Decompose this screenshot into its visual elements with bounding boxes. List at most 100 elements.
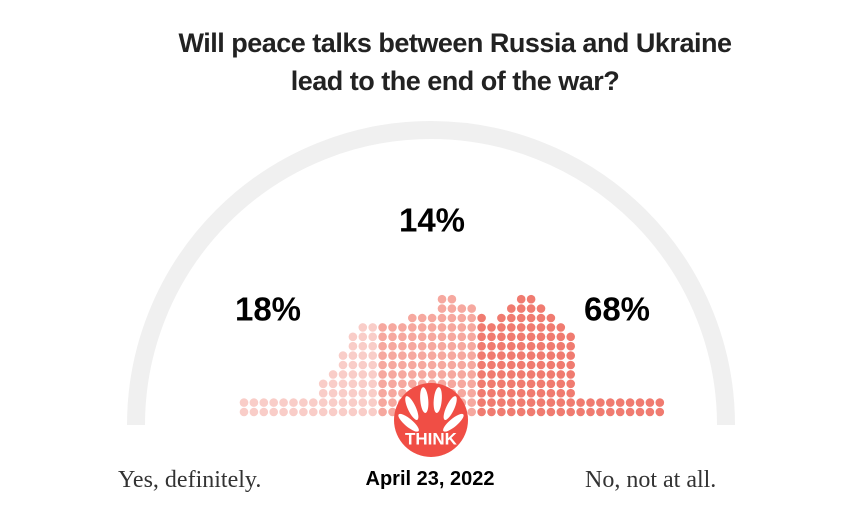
dot [378, 341, 387, 351]
dot [625, 398, 635, 407]
dot [269, 407, 279, 417]
dot [447, 370, 457, 379]
dot [556, 332, 566, 342]
dot [477, 407, 486, 417]
dot [497, 323, 506, 332]
dot [546, 398, 556, 407]
dot [467, 407, 477, 417]
dot [427, 341, 437, 351]
dot [497, 332, 506, 342]
dot [507, 388, 516, 398]
dot [348, 407, 358, 417]
dot [526, 388, 536, 398]
dot [378, 379, 387, 389]
dot [655, 407, 665, 417]
dot [358, 332, 368, 342]
dot [457, 304, 467, 313]
dot [556, 407, 566, 417]
dot [437, 370, 447, 379]
dot [408, 370, 417, 379]
right-label: No, not at all. [585, 467, 717, 493]
dot [566, 398, 575, 407]
dot [546, 388, 556, 398]
dot [546, 360, 556, 370]
dot [368, 332, 378, 342]
dot [507, 341, 516, 351]
dot [516, 313, 526, 323]
dot [507, 323, 516, 332]
dot [328, 370, 338, 379]
value-label: 68% [584, 291, 650, 328]
dot [259, 407, 269, 417]
dot [408, 323, 417, 332]
dot [358, 360, 368, 370]
dot [447, 332, 457, 342]
dot [398, 323, 407, 332]
dot [358, 351, 368, 360]
dot [477, 379, 486, 389]
dot [546, 332, 556, 342]
dot [437, 351, 447, 360]
dot [635, 407, 645, 417]
dot [299, 398, 308, 407]
dot [536, 388, 546, 398]
dot [398, 379, 407, 389]
dot [516, 370, 526, 379]
dot [289, 407, 298, 417]
dot [378, 388, 387, 398]
dot [507, 360, 516, 370]
dot [437, 313, 447, 323]
dot [279, 398, 288, 407]
dot [566, 379, 575, 389]
dot [408, 351, 417, 360]
dot [447, 313, 457, 323]
dot [467, 398, 477, 407]
dot [487, 360, 496, 370]
dot [338, 388, 348, 398]
dot [526, 351, 536, 360]
dot [467, 313, 477, 323]
dot [516, 388, 526, 398]
dot [338, 370, 348, 379]
dot [417, 370, 427, 379]
dot [487, 379, 496, 389]
dot [388, 323, 397, 332]
dot [417, 313, 427, 323]
dot [457, 341, 467, 351]
dot [566, 370, 575, 379]
dot [497, 341, 506, 351]
date: April 23, 2022 [365, 468, 495, 490]
dot [388, 332, 397, 342]
dot [516, 351, 526, 360]
dot [586, 398, 595, 407]
dot [467, 304, 477, 313]
dot [497, 398, 506, 407]
dot [388, 388, 397, 398]
dot [615, 407, 625, 417]
dot [536, 332, 546, 342]
dot [497, 379, 506, 389]
dot [516, 332, 526, 342]
dot [378, 351, 387, 360]
dot [497, 370, 506, 379]
dot [388, 360, 397, 370]
dot [536, 313, 546, 323]
dot [318, 388, 328, 398]
dot [388, 370, 397, 379]
dot [368, 323, 378, 332]
dot [526, 379, 536, 389]
dot [477, 370, 486, 379]
dot [467, 351, 477, 360]
dot [378, 323, 387, 332]
dot [516, 341, 526, 351]
dot [437, 304, 447, 313]
dot [507, 351, 516, 360]
dot [299, 407, 308, 417]
dot [249, 398, 259, 407]
dot [348, 379, 358, 389]
dot [566, 360, 575, 370]
dot [417, 332, 427, 342]
dot [368, 398, 378, 407]
dot [408, 379, 417, 389]
